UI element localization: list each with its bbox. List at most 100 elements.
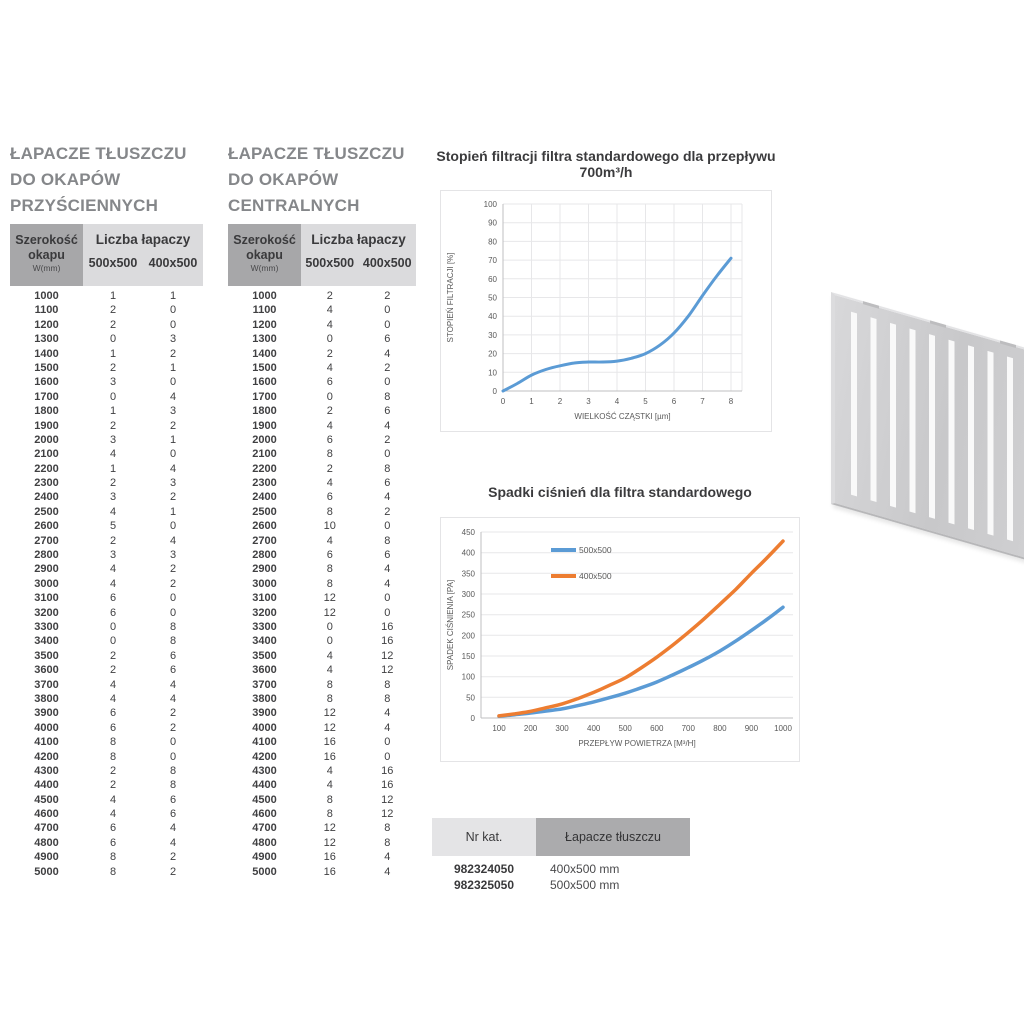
cell-500x500-count: 4 <box>109 692 117 705</box>
cell-400x500-count: 0 <box>384 606 391 619</box>
cell-400x500-count: 0 <box>384 448 391 461</box>
cell-hood-width: 2600 <box>34 520 59 533</box>
cell-400x500-count: 6 <box>384 333 391 346</box>
cell-500x500-count: 0 <box>109 635 117 648</box>
cell-400x500-count: 1 <box>169 361 177 374</box>
cell-500x500-count: 2 <box>326 347 333 360</box>
table-row: 2100 4 0 <box>10 447 203 461</box>
svg-text:40: 40 <box>488 312 497 321</box>
cell-hood-width: 1200 <box>252 318 277 331</box>
svg-text:200: 200 <box>524 724 538 733</box>
cell-500x500-count: 16 <box>323 851 336 864</box>
cell-hood-width: 2700 <box>34 534 59 547</box>
table-row: 2500 8 2 <box>228 505 416 519</box>
cell-400x500-count: 2 <box>169 865 177 878</box>
cell-400x500-count: 16 <box>381 620 394 633</box>
cell-500x500-count: 2 <box>109 419 117 432</box>
table-row: 2900 4 2 <box>10 562 203 576</box>
cell-hood-width: 3700 <box>252 678 277 691</box>
cell-400x500-count: 2 <box>169 851 177 864</box>
cell-500x500-count: 8 <box>326 678 333 691</box>
table-row: 3500 2 6 <box>10 649 203 663</box>
table-row: 3300 0 16 <box>228 620 416 634</box>
table-row: 4800 6 4 <box>10 836 203 850</box>
table-row: 3600 2 6 <box>10 663 203 677</box>
table-row: 3600 4 12 <box>228 663 416 677</box>
cell-hood-width: 3800 <box>252 692 277 705</box>
cell-hood-width: 1300 <box>34 333 59 346</box>
cell-400x500-count: 6 <box>169 808 177 821</box>
cell-hood-width: 1300 <box>252 333 277 346</box>
cell-hood-width: 4200 <box>34 750 59 763</box>
cell-400x500-count: 0 <box>169 448 177 461</box>
table-row: 4700 12 8 <box>228 821 416 835</box>
cell-500x500-count: 12 <box>323 707 336 720</box>
svg-text:100: 100 <box>462 673 476 682</box>
svg-text:400: 400 <box>587 724 601 733</box>
cell-500x500-count: 12 <box>323 592 336 605</box>
table-header: Szerokość okapu W(mm) Liczba łapaczy 500… <box>10 224 203 286</box>
table-row: 2200 1 4 <box>10 462 203 476</box>
table-row: 2100 8 0 <box>228 447 416 461</box>
table-row: 5000 16 4 <box>228 865 416 879</box>
table-row: 4000 6 2 <box>10 721 203 735</box>
cell-hood-width: 2100 <box>252 448 277 461</box>
table-row: 1100 2 0 <box>10 303 203 317</box>
catalog-col-nr-kat: Nr kat. <box>432 818 536 856</box>
cell-400x500-count: 8 <box>384 462 391 475</box>
table-row: 2000 3 1 <box>10 433 203 447</box>
cell-500x500-count: 12 <box>323 606 336 619</box>
cell-400x500-count: 0 <box>384 750 391 763</box>
cell-500x500-count: 0 <box>326 635 333 648</box>
table-row: 3800 8 8 <box>228 692 416 706</box>
cell-hood-width: 4300 <box>252 764 277 777</box>
cell-500x500-count: 3 <box>109 433 117 446</box>
cell-hood-width: 1000 <box>252 290 277 302</box>
table-row: 2300 2 3 <box>10 476 203 490</box>
column-header-hood-width: Szerokość okapu W(mm) <box>228 224 301 286</box>
table-row: 3800 4 4 <box>10 692 203 706</box>
cell-hood-width: 2900 <box>252 563 277 576</box>
column-header-400x500: 400x500 <box>362 256 412 270</box>
cell-hood-width: 5000 <box>34 865 59 878</box>
cell-400x500-count: 3 <box>169 477 177 490</box>
cell-hood-width: 4100 <box>252 736 277 749</box>
cell-hood-width: 3400 <box>34 635 59 648</box>
cell-400x500-count: 4 <box>384 865 391 878</box>
svg-text:WIELKOŚĆ CZĄSTKI [µm]: WIELKOŚĆ CZĄSTKI [µm] <box>574 412 670 421</box>
table-row: 3500 4 12 <box>228 649 416 663</box>
table-row: 4600 8 12 <box>228 807 416 821</box>
cell-400x500-count: 8 <box>384 390 391 403</box>
table-row: 1500 4 2 <box>228 361 416 375</box>
table-row: 2400 3 2 <box>10 490 203 504</box>
table-row: 4300 2 8 <box>10 764 203 778</box>
cell-400x500-count: 0 <box>169 304 177 317</box>
svg-text:0: 0 <box>501 397 506 406</box>
table-header: Szerokość okapu W(mm) Liczba łapaczy 500… <box>228 224 416 286</box>
cell-500x500-count: 8 <box>109 736 117 749</box>
cell-hood-width: 2500 <box>34 505 59 518</box>
table-row: 3900 12 4 <box>228 706 416 720</box>
cell-hood-width: 1500 <box>252 361 277 374</box>
cell-hood-width: 2400 <box>252 491 277 504</box>
section-title-wall-hoods: ŁAPACZE TŁUSZCZU DO OKAPÓW PRZYŚCIENNYCH <box>10 141 187 219</box>
cell-500x500-count: 0 <box>326 333 333 346</box>
cell-400x500-count: 2 <box>384 361 391 374</box>
cell-400x500-count: 6 <box>384 405 391 418</box>
cell-500x500-count: 4 <box>109 563 117 576</box>
cell-400x500-count: 8 <box>384 678 391 691</box>
cell-500x500-count: 8 <box>326 505 333 518</box>
cell-hood-width: 3100 <box>34 592 59 605</box>
table-row: 1000 2 2 <box>228 289 416 303</box>
table-row: 1100 4 0 <box>228 303 416 317</box>
cell-hood-width: 1700 <box>252 390 277 403</box>
cell-500x500-count: 0 <box>109 390 117 403</box>
cell-400x500-count: 4 <box>169 836 177 849</box>
cell-400x500-count: 0 <box>169 376 177 389</box>
column-header-hood-width: Szerokość okapu W(mm) <box>10 224 83 286</box>
cell-400x500-count: 3 <box>169 333 177 346</box>
cell-500x500-count: 12 <box>323 822 336 835</box>
cell-hood-width: 1200 <box>34 318 59 331</box>
table-row: 2800 3 3 <box>10 548 203 562</box>
